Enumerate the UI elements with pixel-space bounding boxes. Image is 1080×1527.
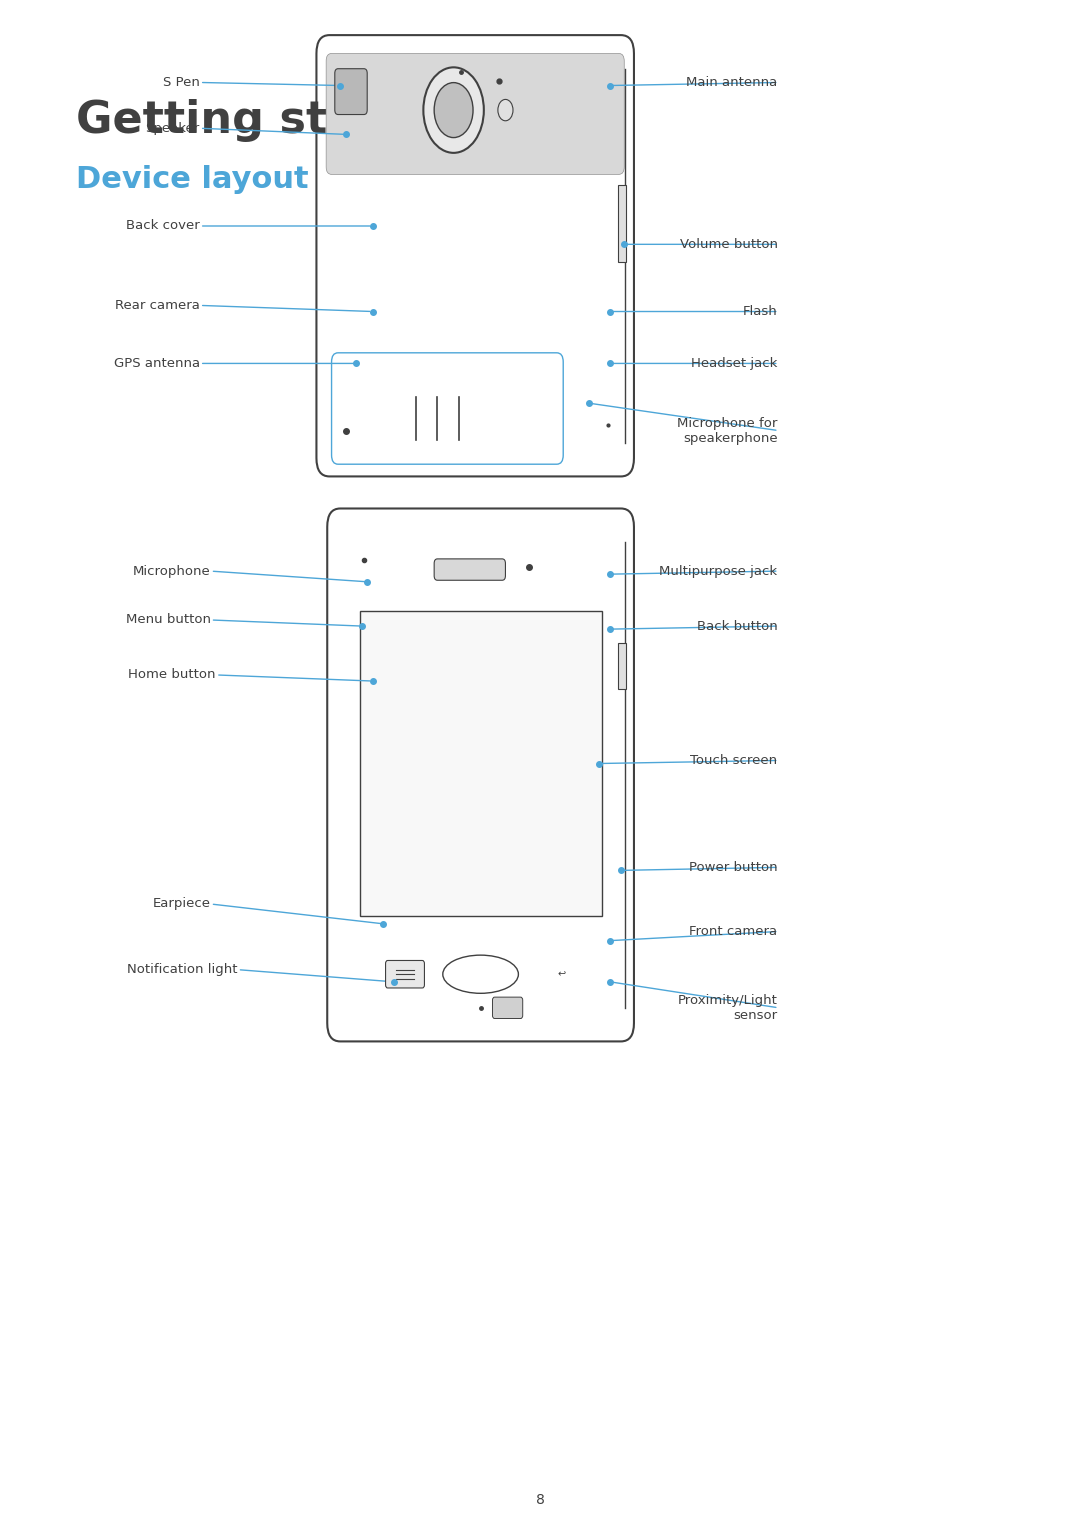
- Text: Getting started: Getting started: [76, 99, 462, 142]
- Bar: [618, 643, 626, 689]
- Text: Proximity/Light
sensor: Proximity/Light sensor: [678, 994, 778, 1022]
- Text: Flash: Flash: [743, 305, 778, 318]
- FancyBboxPatch shape: [335, 69, 367, 115]
- Text: Multipurpose jack: Multipurpose jack: [660, 565, 778, 577]
- Circle shape: [434, 82, 473, 137]
- FancyBboxPatch shape: [492, 997, 523, 1019]
- Text: Speaker: Speaker: [146, 122, 200, 134]
- Text: Back cover: Back cover: [126, 220, 200, 232]
- Bar: [618, 185, 626, 261]
- Text: Headset jack: Headset jack: [691, 357, 778, 370]
- Text: Power button: Power button: [689, 861, 778, 873]
- Text: Earpiece: Earpiece: [152, 898, 211, 910]
- Text: Front camera: Front camera: [689, 925, 778, 938]
- Text: Main antenna: Main antenna: [687, 76, 778, 89]
- Text: Home button: Home button: [129, 669, 216, 681]
- Bar: [360, 611, 602, 916]
- Text: ↩: ↩: [557, 970, 566, 979]
- FancyBboxPatch shape: [316, 35, 634, 476]
- FancyBboxPatch shape: [434, 559, 505, 580]
- Circle shape: [423, 67, 484, 153]
- FancyBboxPatch shape: [332, 353, 564, 464]
- Text: 8: 8: [536, 1492, 544, 1507]
- Text: Device layout: Device layout: [76, 165, 308, 194]
- Text: Volume button: Volume button: [679, 238, 778, 250]
- FancyBboxPatch shape: [386, 960, 424, 988]
- FancyBboxPatch shape: [326, 53, 624, 174]
- Circle shape: [498, 99, 513, 121]
- Text: Microphone: Microphone: [133, 565, 211, 577]
- Text: S Pen: S Pen: [163, 76, 200, 89]
- Text: Rear camera: Rear camera: [114, 299, 200, 312]
- FancyBboxPatch shape: [327, 508, 634, 1041]
- Text: Touch screen: Touch screen: [690, 754, 778, 767]
- Text: Back button: Back button: [697, 620, 778, 632]
- Text: Menu button: Menu button: [125, 614, 211, 626]
- Text: GPS antenna: GPS antenna: [113, 357, 200, 370]
- Ellipse shape: [443, 956, 518, 993]
- Text: Microphone for
speakerphone: Microphone for speakerphone: [677, 417, 778, 444]
- Text: Notification light: Notification light: [127, 964, 238, 976]
